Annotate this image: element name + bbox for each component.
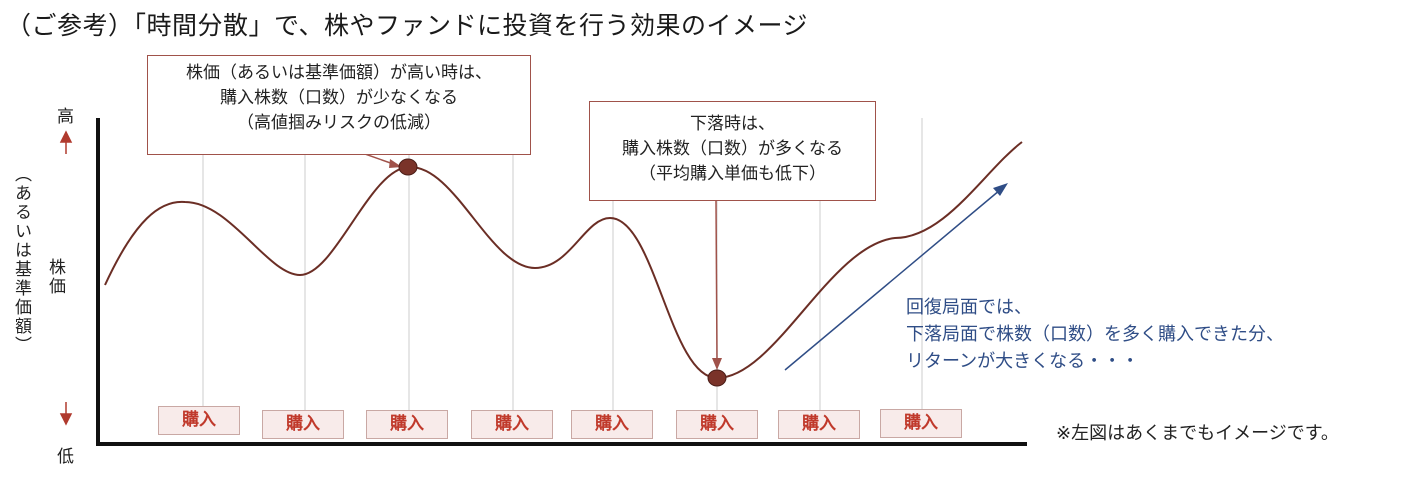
buy-label: 購入 xyxy=(471,410,553,439)
recovery-annotation: 回復局面では、 下落局面で株数（口数）を多く購入できた分、 リターンが大きくなる… xyxy=(906,294,1284,375)
page-title: （ご参考）「時間分散」で、株やファンドに投資を行う効果のイメージ xyxy=(6,11,809,40)
low-arrow-icon xyxy=(59,402,73,426)
recovery-line: 下落局面で株数（口数）を多く購入できた分、 xyxy=(906,324,1284,345)
callout-pointer xyxy=(715,200,718,363)
high-price-callout: 株価（あるいは基準価額）が高い時は、 購入株数（口数）が少なくなる （高値掴みリ… xyxy=(147,55,531,155)
callout-line: （高値掴みリスクの低減） xyxy=(237,113,441,133)
recovery-line: リターンが大きくなる・・・ xyxy=(906,351,1140,372)
buy-label: 購入 xyxy=(158,406,240,435)
recovery-arrowhead-icon xyxy=(993,183,1008,196)
callout-line: 下落時は、 xyxy=(690,114,775,134)
buy-label: 購入 xyxy=(778,410,860,439)
callout-line: （平均購入単価も低下） xyxy=(639,164,826,184)
buy-label: 購入 xyxy=(676,410,758,439)
buy-label: 購入 xyxy=(880,409,962,438)
y-axis-low-label: 低 xyxy=(57,447,74,467)
pointer-arrowhead xyxy=(712,358,722,370)
recovery-line: 回復局面では、 xyxy=(906,297,1032,318)
y-axis-sublabel: （あるいは基準価額） xyxy=(11,165,31,355)
trough-marker xyxy=(707,369,727,387)
image-note: ※左図はあくまでもイメージです。 xyxy=(1056,423,1339,444)
callout-line: 株価（あるいは基準価額）が高い時は、 xyxy=(186,63,492,83)
y-axis-high-label: 高 xyxy=(57,107,74,127)
low-price-callout: 下落時は、 購入株数（口数）が多くなる （平均購入単価も低下） xyxy=(589,101,876,201)
price-curve xyxy=(104,141,1023,380)
peak-marker xyxy=(398,158,418,176)
buy-label: 購入 xyxy=(571,410,653,439)
callout-line: 購入株数（口数）が少なくなる xyxy=(220,88,458,108)
high-arrow-icon xyxy=(59,130,73,154)
recovery-arrow xyxy=(784,189,1001,371)
buy-label: 購入 xyxy=(262,410,344,439)
callout-line: 購入株数（口数）が多くなる xyxy=(622,139,843,159)
buy-label: 購入 xyxy=(366,410,448,439)
y-axis-label: 株価 xyxy=(45,258,65,296)
